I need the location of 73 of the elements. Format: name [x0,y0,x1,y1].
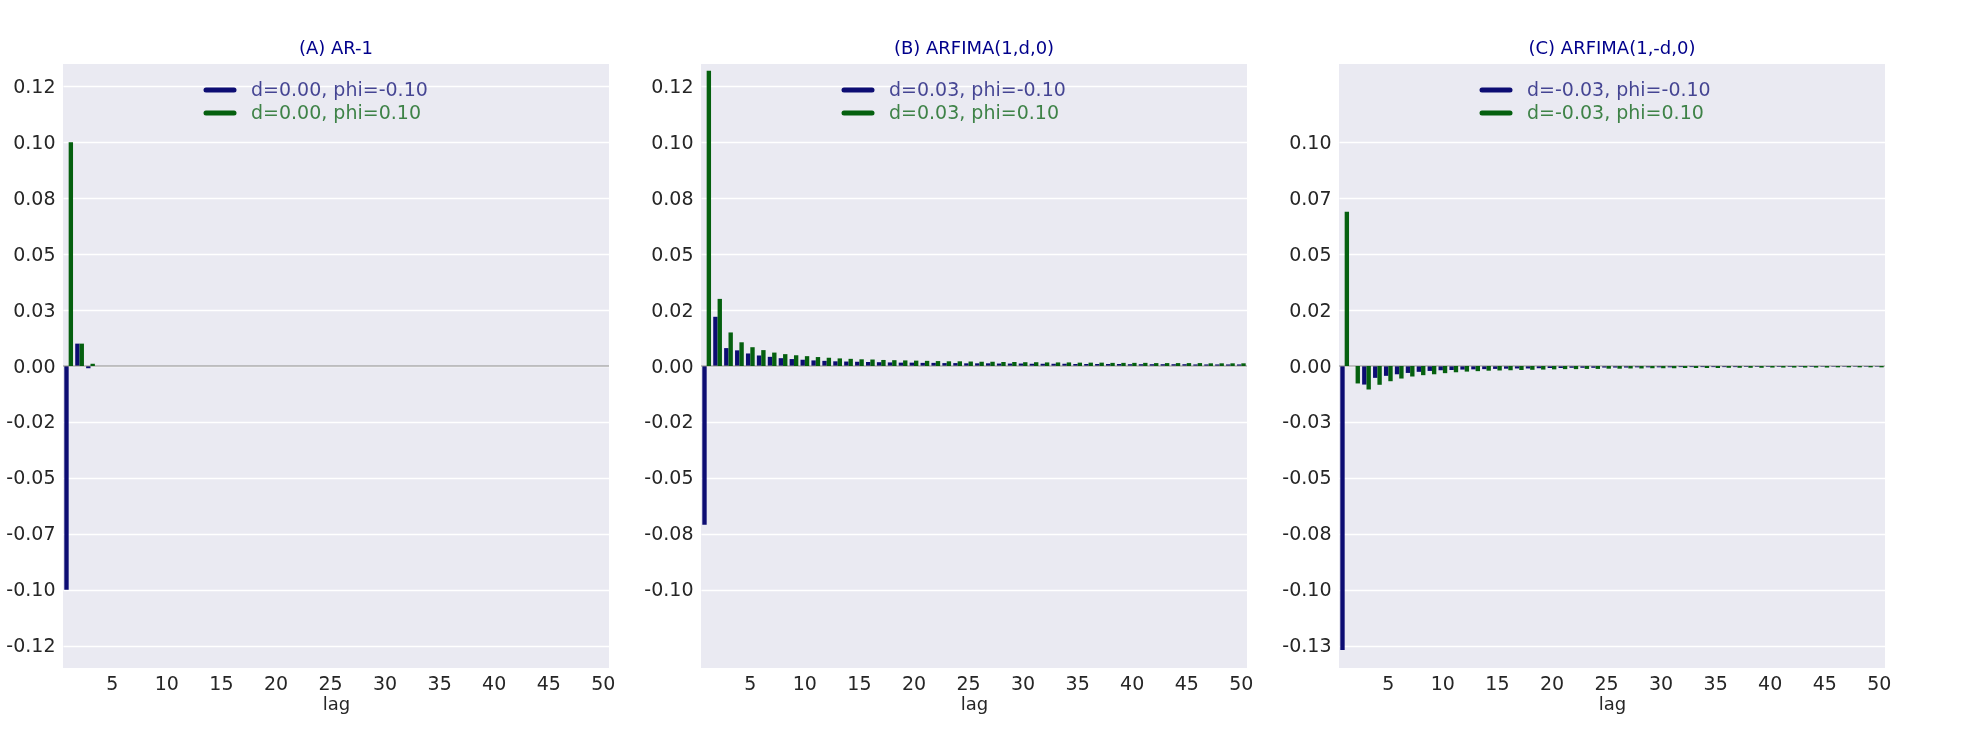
y-tick-label: 0.08 [13,186,56,209]
x-tick-label: 50 [1867,671,1892,694]
x-tick-label: 35 [427,671,452,694]
y-tick-label: 0.00 [651,354,694,377]
y-tick-label: 0.02 [1289,298,1332,321]
x-tick-label: 20 [1539,671,1565,694]
y-tick-label: 0.05 [1289,242,1332,265]
x-tick-label: 50 [1229,671,1254,694]
x-tick-label: 15 [1485,671,1510,694]
x-tick-label: 10 [154,671,179,694]
x-tick-label: 50 [591,671,616,694]
y-tick-label: -0.10 [644,578,694,601]
chart-title: (B) ARFIMA(1,d,0) [893,37,1055,58]
x-tick-label: 45 [1174,671,1199,694]
x-tick-label: 20 [263,671,289,694]
y-tick-label: -0.07 [6,522,56,545]
y-tick-label: -0.02 [6,410,56,433]
legend-label: d=-0.03, phi=0.10 [1527,101,1704,123]
y-tick-label: 0.10 [13,130,56,153]
y-tick-label: 0.05 [13,242,56,265]
y-tick-label: 0.07 [1289,186,1332,209]
legend-label: d=0.03, phi=-0.10 [889,78,1066,100]
y-tick-label: -0.13 [1282,634,1332,657]
x-tick-label: 25 [318,671,343,694]
y-tick-label: -0.03 [1282,410,1332,433]
y-tick-label: 0.12 [651,74,694,97]
x-tick-label: 25 [956,671,981,694]
y-tick-label: 0.03 [13,298,56,321]
x-tick-label: 5 [744,671,757,694]
x-tick-label: 20 [901,671,927,694]
x-tick-label: 40 [482,671,507,694]
y-tick-label: 0.10 [651,130,694,153]
x-tick-label: 40 [1758,671,1783,694]
x-tick-label: 45 [1812,671,1837,694]
y-tick-label: -0.10 [6,578,56,601]
x-tick-label: 40 [1120,671,1145,694]
x-tick-label: 5 [1382,671,1395,694]
x-tick-label: 30 [1011,671,1036,694]
x-axis-title: lag [322,692,351,714]
y-tick-label: -0.02 [644,410,694,433]
chart-title: (A) AR-1 [298,37,374,58]
y-tick-label: 0.02 [651,298,694,321]
x-tick-label: 15 [847,671,872,694]
y-tick-label: -0.08 [644,522,694,545]
y-tick-label: -0.12 [6,634,56,657]
y-tick-label: 0.08 [651,186,694,209]
x-tick-label: 45 [536,671,561,694]
y-tick-label: -0.08 [1282,522,1332,545]
y-tick-label: -0.05 [6,466,56,489]
x-tick-label: 35 [1703,671,1728,694]
legend-label: d=0.00, phi=0.10 [251,101,421,123]
x-tick-label: 10 [1430,671,1455,694]
x-tick-label: 15 [209,671,234,694]
y-tick-label: -0.10 [1282,578,1332,601]
x-tick-label: 30 [1649,671,1674,694]
x-tick-label: 30 [373,671,398,694]
x-tick-label: 10 [792,671,817,694]
y-tick-label: 0.12 [13,74,56,97]
y-tick-label: 0.00 [1289,354,1332,377]
y-tick-label: -0.05 [644,466,694,489]
legend-label: d=0.00, phi=-0.10 [251,78,428,100]
y-tick-label: 0.10 [1289,130,1332,153]
y-tick-label: 0.05 [651,242,694,265]
x-tick-label: 35 [1065,671,1090,694]
y-tick-label: 0.00 [13,354,56,377]
x-tick-label: 25 [1594,671,1619,694]
x-axis-title: lag [960,692,989,714]
legend-label: d=0.03, phi=0.10 [889,101,1059,123]
chart-title: (C) ARFIMA(1,-d,0) [1528,37,1696,58]
x-tick-label: 5 [106,671,119,694]
legend-label: d=-0.03, phi=-0.10 [1527,78,1711,100]
x-axis-title: lag [1598,692,1627,714]
y-tick-label: -0.05 [1282,466,1332,489]
